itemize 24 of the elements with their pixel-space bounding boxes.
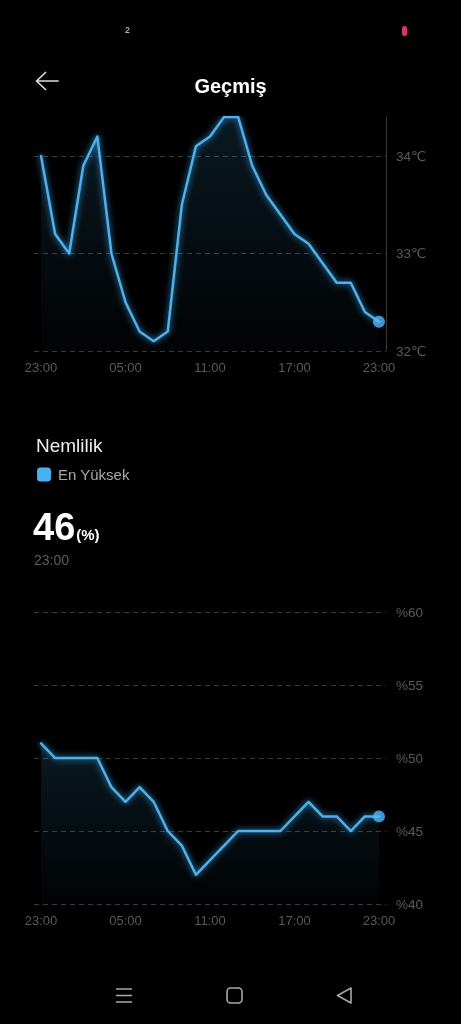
y-tick-label: %55	[396, 677, 424, 693]
text: 46(%)	[33, 506, 100, 548]
x-tick-label: 11:00	[194, 913, 226, 928]
y-tick-label: 33℃	[396, 246, 427, 261]
y-tick-label: 32℃	[396, 343, 427, 359]
x-tick-label: 05:00	[109, 913, 142, 928]
y-tick-label: 34℃	[396, 148, 427, 164]
y-tick-label: %50	[396, 750, 424, 766]
legend-label: En Yüksek	[58, 466, 130, 483]
text: 2	[125, 24, 131, 35]
chart-title: Nemlilik	[36, 435, 103, 456]
y-tick-label: %40	[396, 896, 424, 912]
y-tick-label: %60	[396, 604, 424, 620]
x-tick-label: 23:00	[362, 913, 396, 928]
x-tick-label: 23:00	[24, 360, 58, 375]
x-tick-label: 17:00	[278, 913, 311, 928]
x-tick-label: 23:00	[24, 913, 58, 928]
chart-title: Geçmiş	[194, 75, 267, 97]
x-tick-label: 11:00	[194, 360, 226, 375]
y-tick-label: %45	[396, 823, 424, 839]
x-tick-label: 17:00	[278, 360, 311, 375]
x-tick-label: 05:00	[109, 360, 142, 375]
x-tick-label: 23:00	[362, 360, 396, 375]
text: 23:00	[34, 552, 70, 568]
